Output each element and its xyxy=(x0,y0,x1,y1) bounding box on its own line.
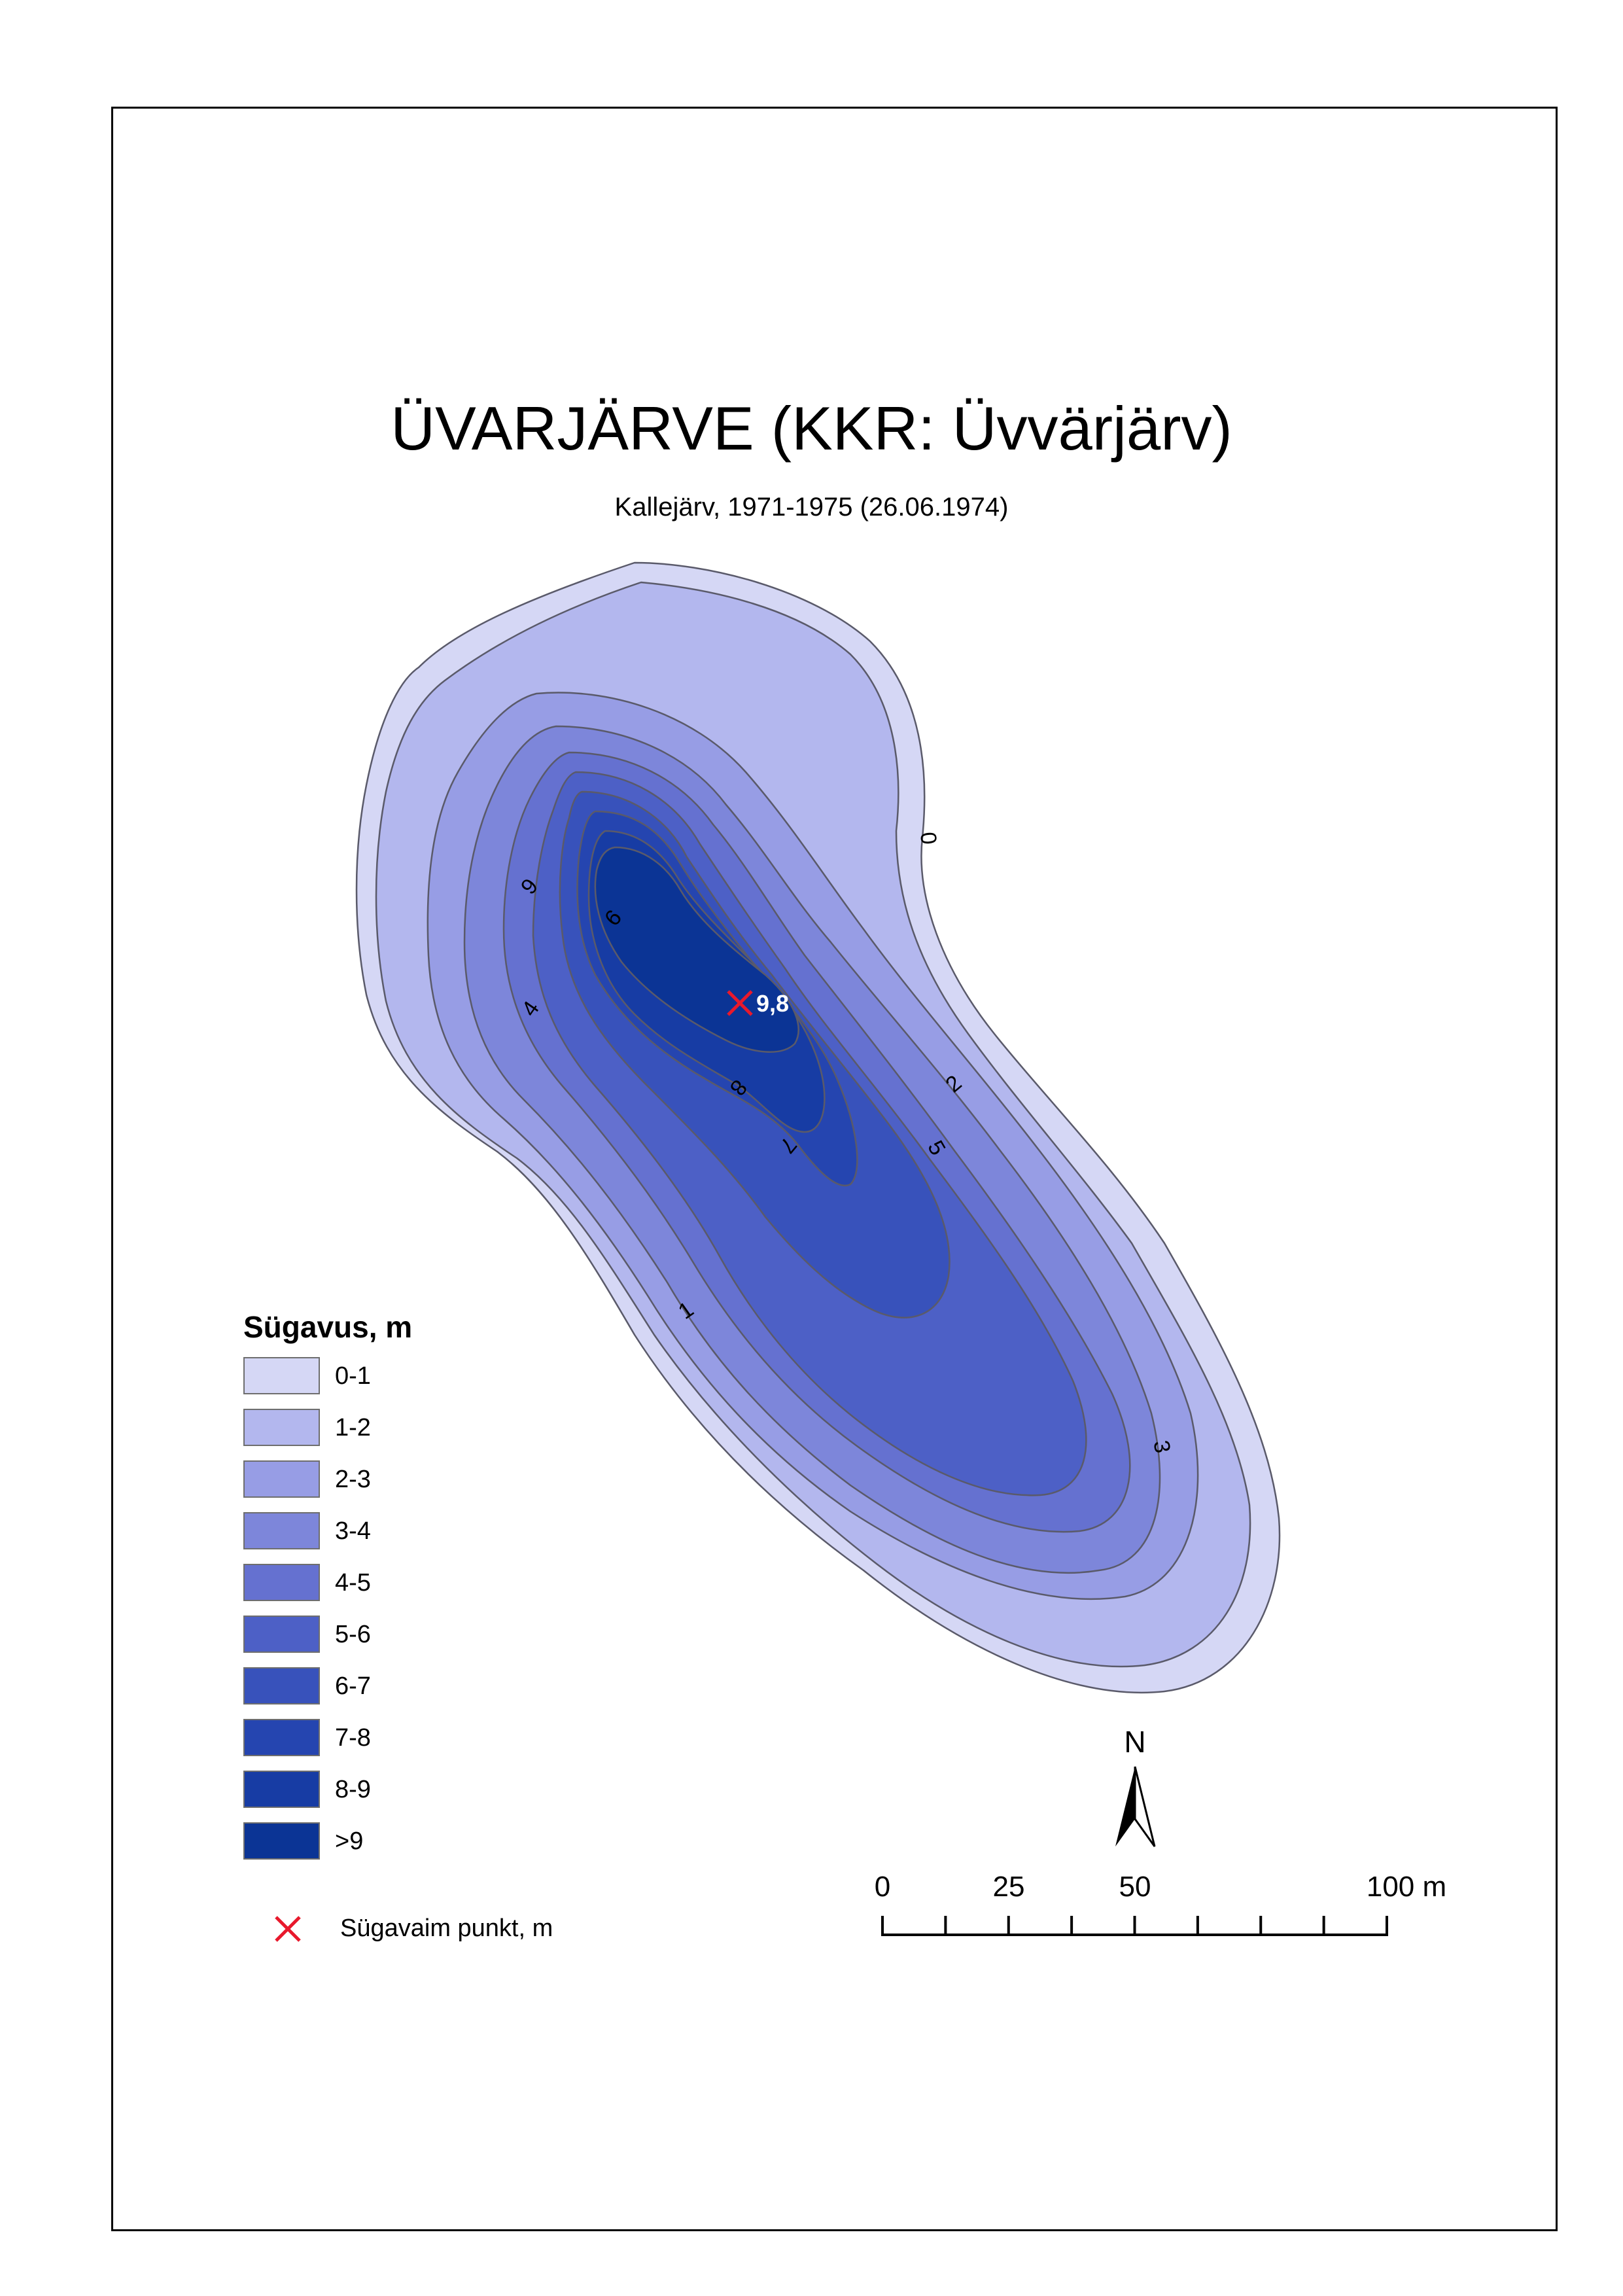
deepest-point-marker xyxy=(727,990,753,1016)
north-arrow-label: N xyxy=(1124,1725,1145,1759)
scale-label-25: 25 xyxy=(993,1871,1025,1903)
legend-swatch xyxy=(243,1564,320,1601)
legend-swatch xyxy=(243,1719,320,1756)
map-title: ÜVARJÄRVE (KKR: Üvvärjärv) xyxy=(391,394,1232,463)
scale-label-0: 0 xyxy=(875,1871,890,1903)
deepest-point-value: 9,8 xyxy=(756,990,789,1017)
legend-swatch xyxy=(243,1616,320,1653)
north-arrow: N xyxy=(1115,1725,1156,1847)
legend-row: >9 xyxy=(243,1822,412,1874)
deepest-point-legend-icon xyxy=(275,1916,301,1942)
legend-swatch xyxy=(243,1409,320,1446)
legend-swatch xyxy=(243,1822,320,1860)
legend-swatch xyxy=(243,1512,320,1549)
legend-swatch xyxy=(243,1357,320,1394)
legend-row: 4-5 xyxy=(243,1564,412,1616)
legend-title: Sügavus, m xyxy=(243,1310,413,1344)
legend-row: 6-7 xyxy=(243,1667,412,1719)
legend-label: 5-6 xyxy=(335,1621,371,1648)
legend-swatch xyxy=(243,1771,320,1808)
legend-row: 2-3 xyxy=(243,1460,412,1512)
legend-row: 3-4 xyxy=(243,1512,412,1564)
map-frame xyxy=(111,107,1558,2231)
north-arrow-right-half xyxy=(1134,1766,1156,1847)
depth-legend: Sügavus, m 0-1 1-2 2-3 3-4 4-5 5-6 6-7 7-8 8-9 >9 xyxy=(243,1309,412,1874)
legend-label: 3-4 xyxy=(335,1517,371,1545)
north-arrow-left-half xyxy=(1115,1767,1135,1846)
legend-swatch xyxy=(243,1460,320,1498)
contour-label-0: 0 xyxy=(915,831,941,845)
legend-label: 6-7 xyxy=(335,1672,371,1700)
deepest-point-legend-label: Sügavaim punkt, m xyxy=(340,1915,553,1942)
legend-row: 1-2 xyxy=(243,1409,412,1460)
scale-bar: 0 25 50 100 m xyxy=(875,1871,1446,1936)
legend-label: 7-8 xyxy=(335,1724,371,1752)
legend-swatch xyxy=(243,1667,320,1704)
legend-label: >9 xyxy=(335,1828,364,1855)
legend-row: 8-9 xyxy=(243,1771,412,1822)
scale-label-100: 100 m xyxy=(1367,1871,1446,1903)
legend-label: 8-9 xyxy=(335,1776,371,1803)
legend-label: 0-1 xyxy=(335,1362,371,1390)
depth-zone-over-9 xyxy=(594,846,799,1053)
legend-row: 0-1 xyxy=(243,1357,412,1409)
legend-items: 0-1 1-2 2-3 3-4 4-5 5-6 6-7 7-8 8-9 >9 xyxy=(243,1357,412,1874)
scale-label-50: 50 xyxy=(1119,1871,1151,1903)
map-subtitle: Kallejärv, 1971-1975 (26.06.1974) xyxy=(614,493,1009,521)
legend-label: 1-2 xyxy=(335,1414,371,1441)
legend-row: 7-8 xyxy=(243,1719,412,1771)
legend-label: 4-5 xyxy=(335,1569,371,1597)
legend-deepest-point: Sügavaim punkt, m xyxy=(268,1909,661,1949)
legend-row: 5-6 xyxy=(243,1616,412,1667)
legend-label: 2-3 xyxy=(335,1466,371,1493)
